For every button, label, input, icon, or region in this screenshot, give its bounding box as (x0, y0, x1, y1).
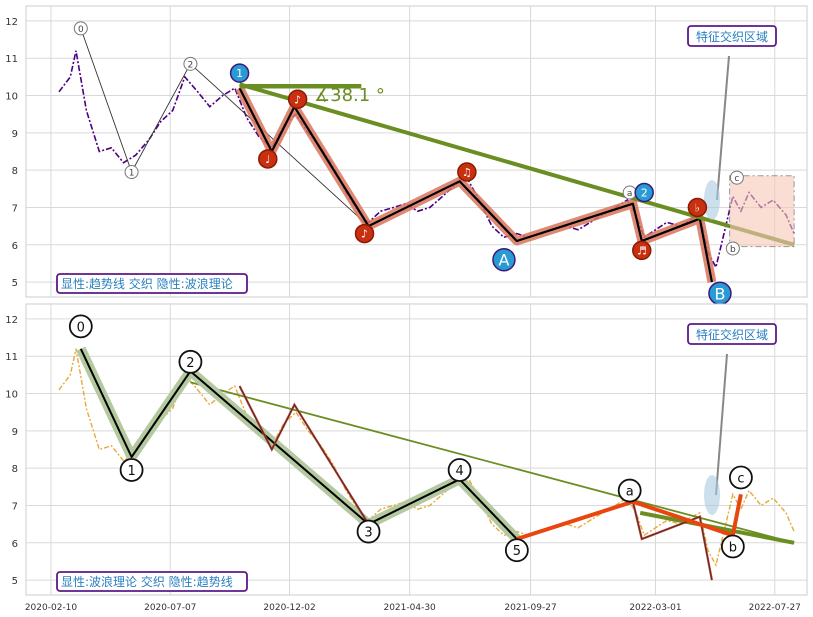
wave-marker-label: 1 (127, 464, 135, 479)
mode-label-box (56, 273, 248, 294)
trend-line (239, 82, 795, 247)
minor-marker (183, 56, 198, 71)
x-tick-label: 2021-09-27 (504, 603, 556, 613)
wave-marker-red (457, 162, 477, 182)
y-tick-label: 5 (12, 576, 18, 587)
wave-marker-label: 2 (186, 356, 194, 371)
wave-marker-label: a (626, 485, 634, 500)
y-tick-label: 10 (5, 92, 18, 103)
minor-marker (124, 165, 139, 180)
wave-marker-label: ♬ (637, 244, 647, 257)
mode-label-text: 显性:波浪理论 交织 隐性:趋势线 (61, 574, 233, 589)
wave-marker (68, 314, 93, 339)
wave-marker-label: ♭ (695, 201, 700, 214)
x-tick-label: 2020-02-10 (25, 603, 78, 613)
wave-path (238, 87, 713, 283)
wave-marker (720, 534, 745, 559)
x-tick-label: 2022-07-27 (749, 603, 801, 613)
region-label-text: 特征交织区域 (696, 327, 768, 342)
minor-marker-label: 2 (188, 60, 194, 70)
correction-wave-path (516, 493, 743, 541)
y-tick-label: 11 (5, 54, 18, 65)
region-pointer (716, 55, 730, 201)
y-tick-label: 8 (12, 464, 18, 475)
feature-region-highlight (729, 175, 795, 248)
minor-marker-label: a (627, 189, 633, 199)
region-label-box (687, 323, 777, 345)
x-tick-label: 2020-07-07 (144, 603, 196, 613)
mode-label-text: 显性:趋势线 交织 隐性:波浪理论 (61, 276, 233, 291)
y-tick-label: 9 (12, 129, 18, 140)
minor-marker-label: c (734, 174, 739, 184)
wave-marker (447, 458, 472, 482)
minor-marker-label: 0 (78, 25, 84, 35)
angle-label: ∡38.1 ° (314, 85, 385, 106)
minor-marker (73, 21, 88, 36)
y-tick-label: 11 (5, 352, 18, 363)
wave-marker-label: 4 (455, 464, 463, 479)
y-tick-label: 7 (12, 203, 18, 214)
wave-marker-label: 3 (364, 526, 372, 541)
wave-marker-label: 5 (513, 544, 521, 559)
wave-path (79, 348, 518, 540)
minor-marker (725, 241, 740, 256)
wave-marker-label: b (729, 541, 737, 556)
y-tick-label: 8 (12, 166, 18, 177)
wave-marker-label: ♪ (361, 228, 368, 241)
wave-marker-label: ♩ (265, 153, 270, 166)
y-tick-label: 12 (5, 315, 18, 326)
x-tick-label: 2021-04-30 (383, 603, 436, 613)
wave-marker-red (354, 223, 375, 244)
plot-frame (25, 303, 808, 596)
wave-marker-blue (229, 63, 250, 83)
wave-marker-label: 2 (641, 187, 648, 200)
wave-marker (729, 465, 753, 490)
wave-marker-label: 1 (236, 67, 243, 80)
wave-marker-label: 0 (77, 320, 85, 335)
y-tick-label: 12 (5, 17, 18, 28)
plot-frame (25, 5, 808, 298)
y-tick-label: 6 (12, 241, 18, 252)
wave-marker (617, 478, 642, 503)
region-pointer (715, 353, 728, 496)
mode-label-box (56, 571, 248, 592)
wave-marker-label: ♫ (462, 166, 472, 179)
x-tick-label: 2020-12-02 (263, 603, 315, 613)
minor-marker-label: b (730, 245, 736, 255)
subwave-path-2 (632, 501, 713, 581)
wave-marker-label: A (498, 251, 509, 270)
x-tick-label: 2022-03-01 (629, 603, 681, 613)
region-label-text: 特征交织区域 (696, 29, 768, 44)
minor-marker (729, 170, 744, 185)
wave-marker-label: c (737, 471, 744, 486)
wave-marker-red (287, 89, 308, 110)
y-tick-label: 7 (12, 501, 18, 512)
wave-marker (504, 538, 529, 563)
wave-marker-red (687, 197, 708, 218)
wave-marker-red (632, 240, 652, 261)
y-tick-label: 10 (5, 390, 18, 401)
region-label-box (687, 25, 777, 47)
y-tick-label: 5 (12, 278, 18, 289)
trend-line-thick (639, 510, 795, 545)
minor-marker-label: 1 (129, 169, 135, 179)
region-ellipse (704, 475, 720, 515)
y-tick-label: 9 (12, 427, 18, 438)
wave-marker-label: ♪ (294, 93, 301, 106)
region-ellipse (704, 180, 720, 220)
wave-marker (178, 349, 203, 374)
y-tick-label: 6 (12, 539, 18, 550)
subwave-path (239, 385, 369, 525)
wave-marker (119, 458, 144, 482)
wave-marker-blue (634, 182, 654, 203)
wave-marker-blue_big (492, 247, 516, 272)
wave-marker-red (258, 149, 278, 169)
wave-marker-label: B (714, 284, 725, 303)
wave-marker (356, 519, 381, 544)
